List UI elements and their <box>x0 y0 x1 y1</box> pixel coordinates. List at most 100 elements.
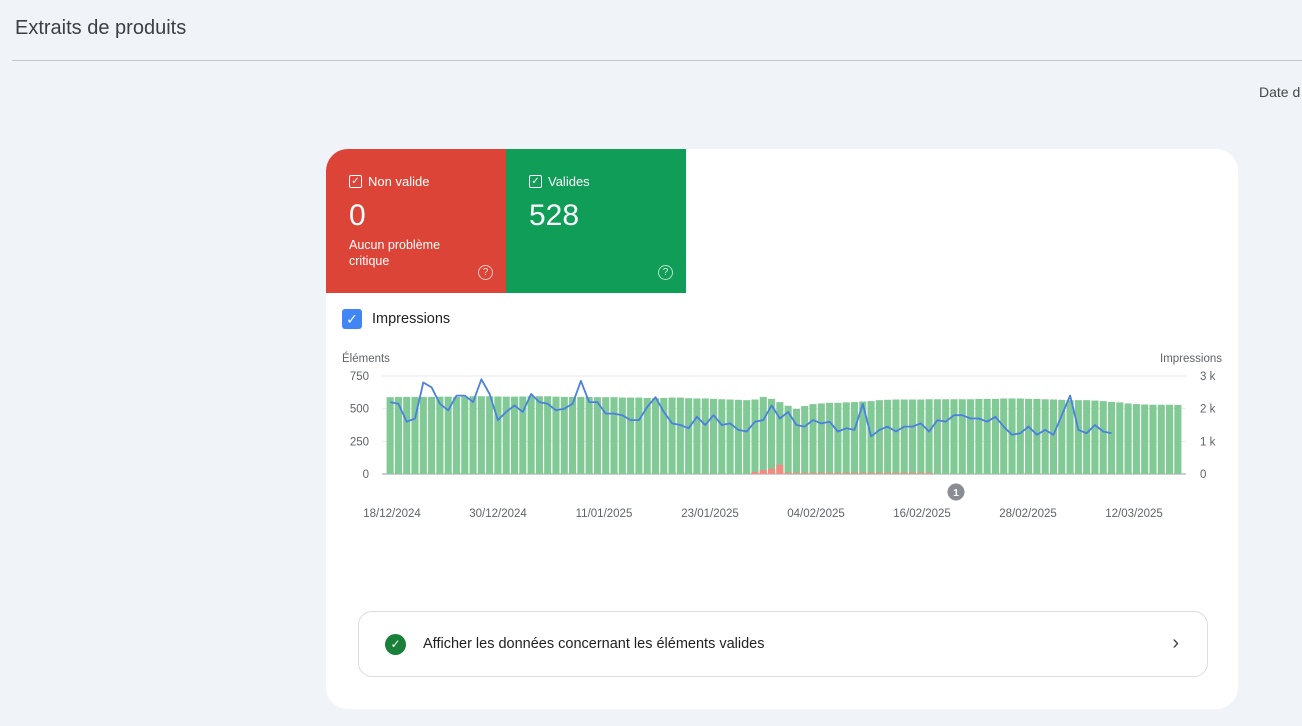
bar-valid <box>535 396 543 474</box>
bar-invalid <box>776 464 784 474</box>
bar-valid <box>1016 398 1024 474</box>
bar-valid <box>859 401 867 474</box>
bar-valid <box>560 396 568 474</box>
bar-valid <box>386 397 394 474</box>
bar-valid <box>792 408 800 474</box>
bar-valid <box>975 398 983 474</box>
bar-valid <box>428 396 436 474</box>
bar-valid <box>983 398 991 474</box>
bar-invalid <box>892 472 900 474</box>
valid-items-link-label: Afficher les données concernant les élém… <box>423 636 765 652</box>
bar-valid <box>1058 399 1066 474</box>
bar-valid <box>850 402 859 474</box>
bar-valid <box>635 397 643 474</box>
bar-invalid <box>826 472 834 474</box>
bar-valid <box>826 402 834 474</box>
bar-valid <box>958 399 966 474</box>
chart-bars-invalid <box>751 464 933 474</box>
bar-valid <box>908 399 917 474</box>
bar-valid <box>411 396 419 474</box>
left-tick-label: 0 <box>363 469 369 481</box>
x-tick-label: 12/03/2025 <box>1105 508 1163 520</box>
bar-valid <box>618 397 626 474</box>
chart-grid <box>382 375 1186 475</box>
bar-valid <box>1049 399 1058 474</box>
bar-invalid <box>817 472 825 474</box>
page-title: Extraits de produits <box>15 17 187 39</box>
check-circle-icon: ✓ <box>385 633 406 655</box>
bar-valid <box>709 398 718 474</box>
bar-valid <box>693 398 701 474</box>
bar-valid <box>751 399 759 474</box>
bar-valid <box>701 398 709 474</box>
bar-invalid <box>925 472 933 474</box>
checkbox-checked-icon[interactable]: ✓ <box>342 309 362 329</box>
bar-valid <box>1033 398 1041 474</box>
bar-valid <box>403 396 411 474</box>
bar-invalid <box>792 472 800 474</box>
bar-invalid <box>859 472 867 474</box>
bar-valid <box>784 405 792 474</box>
bar-valid <box>486 396 494 474</box>
x-tick-label: 16/02/2025 <box>893 508 951 520</box>
bar-valid <box>1132 404 1140 474</box>
bar-valid <box>718 399 726 474</box>
bar-invalid <box>842 472 850 474</box>
checkbox-icon[interactable]: ✓ <box>349 175 362 188</box>
x-tick-label: 30/12/2024 <box>469 508 527 520</box>
bar-invalid <box>809 472 817 474</box>
left-tick-label: 250 <box>350 436 369 448</box>
valid-items-link[interactable]: ✓ Afficher les données concernant les él… <box>358 611 1208 677</box>
bar-valid <box>1091 400 1099 474</box>
bar-valid <box>925 399 933 474</box>
impressions-label: Impressions <box>372 311 451 327</box>
chevron-right-icon: › <box>1172 632 1179 654</box>
header-divider <box>12 60 1302 61</box>
checkbox-icon[interactable]: ✓ <box>529 175 542 188</box>
left-axis-label: Éléments <box>342 352 390 365</box>
right-tick-label: 0 <box>1200 469 1206 481</box>
bar-invalid <box>900 472 908 474</box>
invalid-count: 0 <box>349 199 366 232</box>
right-tick-label: 1 k <box>1200 436 1216 448</box>
bar-valid <box>776 402 784 474</box>
bar-valid <box>875 400 883 474</box>
valid-tile-header: ✓ Valides <box>529 174 590 189</box>
bar-valid <box>1041 399 1049 474</box>
bar-invalid <box>801 472 809 474</box>
bar-valid <box>1107 401 1116 474</box>
bar-valid <box>834 402 842 474</box>
bar-valid <box>544 396 552 474</box>
annotation-label: 1 <box>953 487 959 499</box>
x-tick-label: 28/02/2025 <box>999 508 1057 520</box>
annotation-circle[interactable] <box>947 483 965 501</box>
report-card: ✓ Non valide 0 Aucun problème critique ?… <box>326 149 1238 709</box>
right-tick-label: 3 k <box>1200 371 1216 383</box>
bar-valid <box>1116 402 1124 474</box>
bar-valid <box>593 397 601 474</box>
bar-valid <box>502 396 510 474</box>
left-tick-label: 750 <box>350 371 369 383</box>
valid-tile[interactable]: ✓ Valides 528 ? <box>506 149 686 293</box>
bar-valid <box>1157 404 1165 474</box>
bar-invalid <box>784 472 792 474</box>
bar-invalid <box>850 472 859 474</box>
bar-valid <box>942 399 950 474</box>
bar-valid <box>917 399 925 474</box>
bar-valid <box>967 399 975 474</box>
date-label[interactable]: Date d <box>1259 84 1301 100</box>
bar-valid <box>817 403 825 474</box>
invalid-tile[interactable]: ✓ Non valide 0 Aucun problème critique ? <box>326 149 506 293</box>
x-tick-label: 23/01/2025 <box>681 508 739 520</box>
impressions-toggle[interactable]: ✓ Impressions <box>342 309 450 329</box>
bar-valid <box>1074 400 1082 474</box>
bar-valid <box>743 400 751 474</box>
help-icon[interactable]: ? <box>478 265 493 280</box>
bar-valid <box>842 402 850 474</box>
annotation-marker[interactable]: 1 <box>947 483 965 501</box>
help-icon[interactable]: ? <box>658 265 673 280</box>
bar-valid <box>1149 404 1157 474</box>
bar-invalid <box>908 472 917 474</box>
bar-valid <box>510 396 519 474</box>
x-tick-label: 11/01/2025 <box>576 508 633 520</box>
